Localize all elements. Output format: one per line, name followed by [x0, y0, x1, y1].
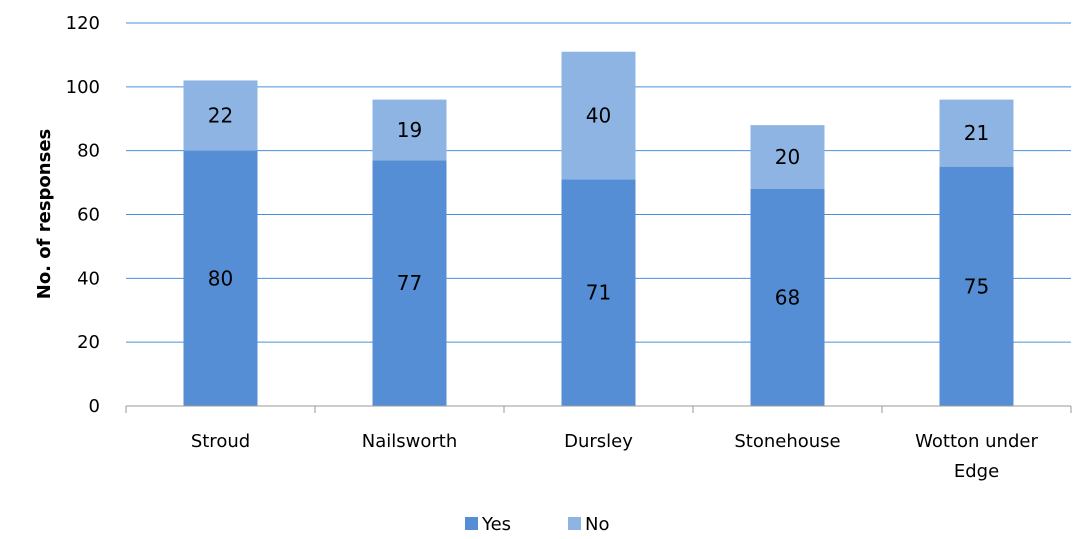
bar-no-stonehouse — [750, 125, 825, 189]
bar-no-nailsworth — [372, 99, 447, 161]
legend-swatch-yes — [465, 517, 478, 530]
legend-label-no: No — [585, 514, 609, 535]
data-label: 20 — [775, 145, 800, 169]
bar-no-wotton-under-edge — [939, 99, 1014, 167]
data-label: 40 — [586, 104, 611, 128]
y-tick-label: 60 — [77, 205, 100, 226]
legend-label-yes: Yes — [481, 514, 511, 535]
y-tick-label: 120 — [66, 13, 100, 34]
data-label: 22 — [208, 104, 233, 128]
bar-yes-wotton-under-edge — [939, 166, 1014, 406]
axes: Stroud Nailsworth Dursley Stonehouse Wotton … — [125, 405, 1072, 482]
data-label: 75 — [964, 274, 989, 298]
data-label: 68 — [775, 285, 800, 309]
x-tick-label: Stroud — [191, 431, 250, 452]
bar-no-dursley — [561, 51, 636, 180]
legend: Yes No — [465, 514, 609, 535]
data-label: 21 — [964, 121, 989, 145]
x-tick-label: Nailsworth — [362, 431, 457, 452]
gridlines: 0 20 40 60 80 100 120 — [66, 13, 1071, 417]
bar-no-stroud — [183, 80, 258, 151]
bars: 80 22 77 19 71 40 68 20 75 21 — [183, 51, 1014, 406]
y-tick-label: 0 — [89, 396, 100, 417]
y-tick-label: 40 — [77, 268, 100, 289]
x-tick-label: Dursley — [564, 431, 633, 452]
data-label: 80 — [208, 266, 233, 290]
bar-yes-dursley — [561, 179, 636, 406]
data-label: 19 — [397, 118, 422, 142]
x-tick-label: Edge — [954, 461, 999, 482]
x-tick-label: Wotton under — [915, 431, 1038, 452]
bar-yes-nailsworth — [372, 160, 447, 406]
y-tick-label: 20 — [77, 332, 100, 353]
bar-yes-stonehouse — [750, 188, 825, 406]
x-tick-label: Stonehouse — [734, 431, 840, 452]
y-tick-label: 80 — [77, 141, 100, 162]
y-axis-label: No. of responses — [34, 129, 55, 300]
data-label: 77 — [397, 271, 422, 295]
legend-swatch-no — [568, 517, 581, 530]
bar-yes-stroud — [183, 150, 258, 406]
data-label: 71 — [586, 281, 611, 305]
y-tick-label: 100 — [66, 77, 100, 98]
